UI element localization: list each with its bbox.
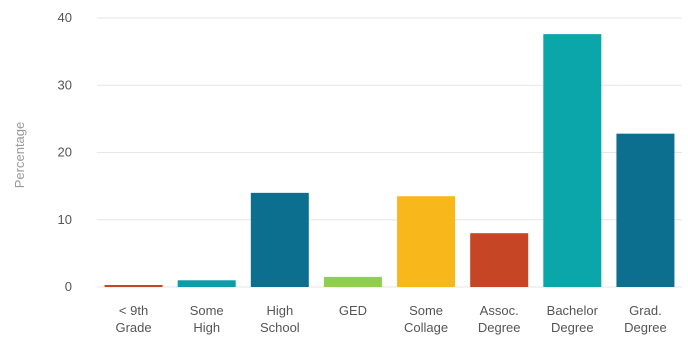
y-tick-label: 30 <box>58 77 72 92</box>
x-tick-label: Bachelor Degree <box>547 303 599 335</box>
x-tick-label: Some High <box>190 303 224 335</box>
x-tick-label: High School <box>260 303 300 335</box>
x-tick-label: Some Collage <box>404 303 448 335</box>
bar-2 <box>250 192 309 287</box>
bar-6 <box>543 34 602 287</box>
bars-layer <box>104 34 675 287</box>
x-tick-label: Grad. Degree <box>624 303 667 335</box>
y-tick-label: 10 <box>58 212 72 227</box>
x-tick-label-line: Grad. <box>629 303 662 318</box>
y-axis-label: Percentage <box>12 122 27 189</box>
x-tick-label-line: Some <box>190 303 224 318</box>
x-axis-ticks: < 9th Grade Some High High School GED Some Colla… <box>115 303 666 335</box>
x-tick-label-line: Degree <box>624 320 667 335</box>
bar-1 <box>177 280 236 287</box>
x-tick-label-line: Grade <box>115 320 151 335</box>
x-tick-label-line: High <box>266 303 293 318</box>
x-tick-label: < 9th Grade <box>115 303 151 335</box>
x-tick-label-line: Degree <box>551 320 594 335</box>
y-tick-label: 0 <box>65 279 72 294</box>
x-tick-label-line: High <box>193 320 220 335</box>
x-tick-label-line: Some <box>409 303 443 318</box>
x-tick-label: GED <box>339 303 367 318</box>
x-tick-label-line: GED <box>339 303 367 318</box>
x-tick-label-line: Bachelor <box>547 303 599 318</box>
bar-7 <box>616 133 675 287</box>
x-tick-label: Assoc. Degree <box>478 303 521 335</box>
x-tick-label-line: School <box>260 320 300 335</box>
bar-3 <box>323 276 382 287</box>
y-axis-ticks: 0 10 20 30 40 <box>58 10 72 294</box>
x-tick-label-line: Degree <box>478 320 521 335</box>
y-tick-label: 40 <box>58 10 72 25</box>
y-tick-label: 20 <box>58 145 72 160</box>
x-tick-label-line: Assoc. <box>480 303 519 318</box>
bar-5 <box>470 233 529 287</box>
x-tick-label-line: < 9th <box>119 303 148 318</box>
x-tick-label-line: Collage <box>404 320 448 335</box>
bar-0 <box>104 284 163 287</box>
bar-4 <box>397 196 456 287</box>
